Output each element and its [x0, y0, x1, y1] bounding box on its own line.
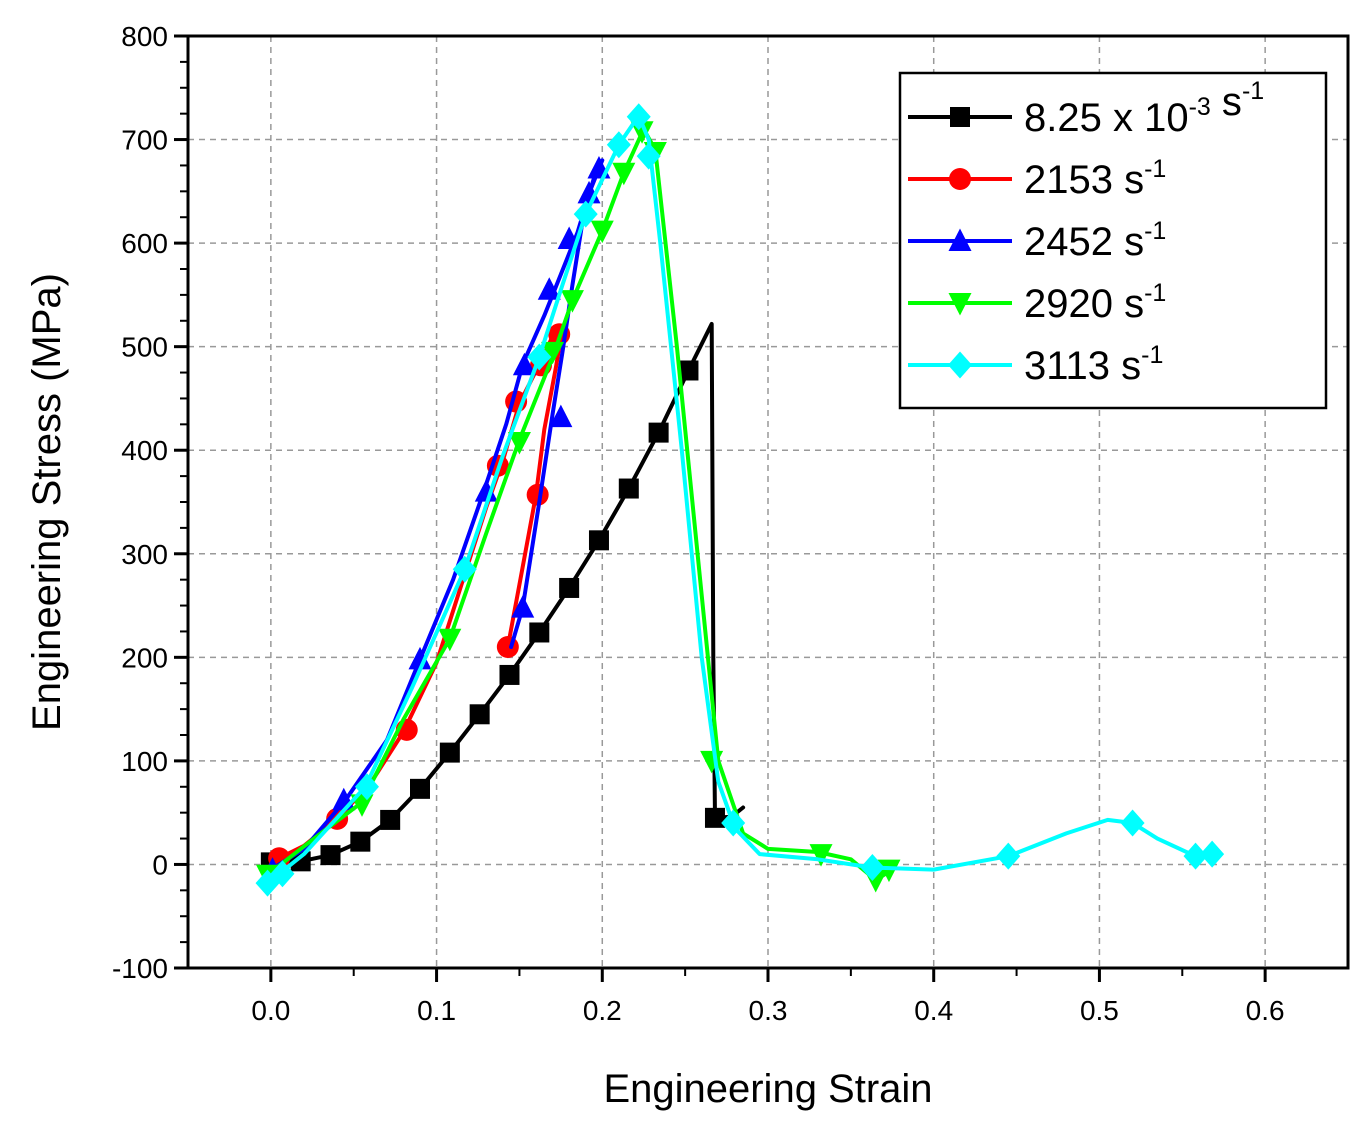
y-tick-label: 100 — [121, 746, 168, 777]
data-point-4-5 — [573, 200, 598, 228]
data-point-3-7 — [612, 162, 636, 186]
x-tick-label: 0.2 — [583, 995, 622, 1026]
data-point-4-9 — [721, 809, 746, 837]
data-point-0-9 — [529, 622, 550, 643]
data-point-2-9 — [549, 404, 573, 428]
y-tick-label: 700 — [121, 125, 168, 156]
series-layer — [255, 103, 1225, 897]
data-point-0-10 — [559, 577, 580, 598]
data-point-3-5 — [560, 290, 584, 313]
series-3 — [256, 121, 901, 893]
y-tick-label: 400 — [121, 435, 168, 466]
x-axis-title: Engineering Strain — [603, 1067, 932, 1111]
data-point-0-8 — [499, 664, 520, 685]
legend-marker-3 — [948, 293, 972, 316]
y-tick-label: 800 — [121, 21, 168, 52]
data-point-0-7 — [469, 704, 490, 725]
y-tick-label: 0 — [152, 849, 168, 880]
y-axis-title: Engineering Stress (MPa) — [25, 273, 69, 731]
data-point-4-7 — [626, 103, 651, 131]
data-point-0-13 — [648, 422, 669, 443]
data-point-0-2 — [320, 845, 341, 866]
data-point-3-1 — [350, 794, 374, 817]
data-point-4-13 — [1183, 842, 1208, 870]
legend-marker-2 — [948, 228, 972, 251]
x-tick-label: 0.3 — [749, 995, 788, 1026]
legend-label-4: 3113 s-1 — [1024, 341, 1163, 388]
data-point-2-2 — [408, 646, 432, 670]
data-point-4-1 — [270, 860, 295, 888]
y-tick-label: 600 — [121, 228, 168, 259]
data-point-0-14 — [678, 360, 699, 381]
data-point-3-6 — [590, 220, 614, 244]
data-point-0-12 — [618, 478, 639, 499]
y-tick-label: 500 — [121, 332, 168, 363]
data-point-4-8 — [636, 142, 661, 170]
data-point-4-3 — [452, 555, 477, 583]
data-point-4-14 — [1200, 840, 1225, 868]
axis-ticks — [174, 34, 1267, 982]
data-point-0-4 — [380, 809, 401, 830]
data-point-3-13 — [877, 859, 901, 883]
data-point-3-3 — [507, 431, 531, 455]
legend-marker-0 — [950, 107, 970, 127]
data-point-3-11 — [809, 844, 833, 867]
legend: 8.25 x 10-3 s-1 2153 s-1 2452 s-1 2920 s-1 3… — [898, 71, 1328, 410]
data-point-4-11 — [996, 842, 1021, 870]
series-line-4 — [265, 113, 1215, 886]
legend-marker-4 — [948, 351, 972, 379]
x-tick-labels: 0.0 0.1 0.2 0.3 0.4 0.5 0.6 — [251, 995, 1284, 1026]
data-point-3-10 — [700, 750, 724, 774]
y-tick-label: 300 — [121, 539, 168, 570]
data-point-4-6 — [606, 131, 631, 159]
data-point-0-15 — [704, 807, 725, 828]
data-point-3-2 — [438, 628, 462, 652]
data-point-4-4 — [527, 343, 552, 371]
data-point-4-12 — [1120, 809, 1145, 837]
series-line-3 — [265, 127, 895, 882]
data-point-0-6 — [439, 742, 460, 763]
series-4 — [255, 103, 1225, 897]
legend-marker-1 — [949, 168, 971, 190]
x-tick-label: 0.1 — [417, 995, 456, 1026]
data-point-0-11 — [588, 530, 609, 551]
data-point-3-4 — [541, 341, 565, 365]
legend-label-0: 8.25 x 10-3 s-1 — [1024, 77, 1264, 140]
data-point-4-10 — [860, 854, 885, 882]
x-tick-label: 0.5 — [1080, 995, 1119, 1026]
y-tick-label: -100 — [112, 953, 168, 984]
x-tick-label: 0.4 — [914, 995, 953, 1026]
legend-label-2: 2452 s-1 — [1024, 217, 1166, 264]
legend-label-3: 2920 s-1 — [1024, 279, 1166, 326]
data-point-2-10 — [511, 595, 535, 618]
data-point-4-2 — [354, 773, 379, 801]
data-point-0-3 — [350, 831, 371, 852]
x-tick-label: 0.6 — [1246, 995, 1285, 1026]
data-point-2-5 — [537, 277, 561, 300]
x-tick-label: 0.0 — [251, 995, 290, 1026]
data-point-1-8 — [496, 635, 519, 658]
data-point-2-4 — [512, 352, 536, 376]
data-point-2-3 — [474, 479, 498, 502]
data-point-0-5 — [410, 778, 430, 799]
legend-label-1: 2153 s-1 — [1024, 155, 1166, 202]
y-tick-labels: -100 0 100 200 300 400 500 600 700 800 — [112, 21, 168, 984]
series-0 — [260, 321, 746, 873]
y-tick-label: 200 — [121, 642, 168, 673]
